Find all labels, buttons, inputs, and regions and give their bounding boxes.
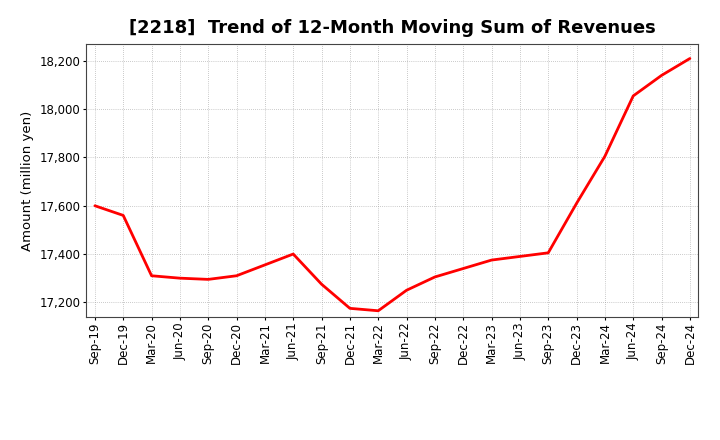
Title: [2218]  Trend of 12-Month Moving Sum of Revenues: [2218] Trend of 12-Month Moving Sum of R… — [129, 19, 656, 37]
Y-axis label: Amount (million yen): Amount (million yen) — [22, 110, 35, 250]
